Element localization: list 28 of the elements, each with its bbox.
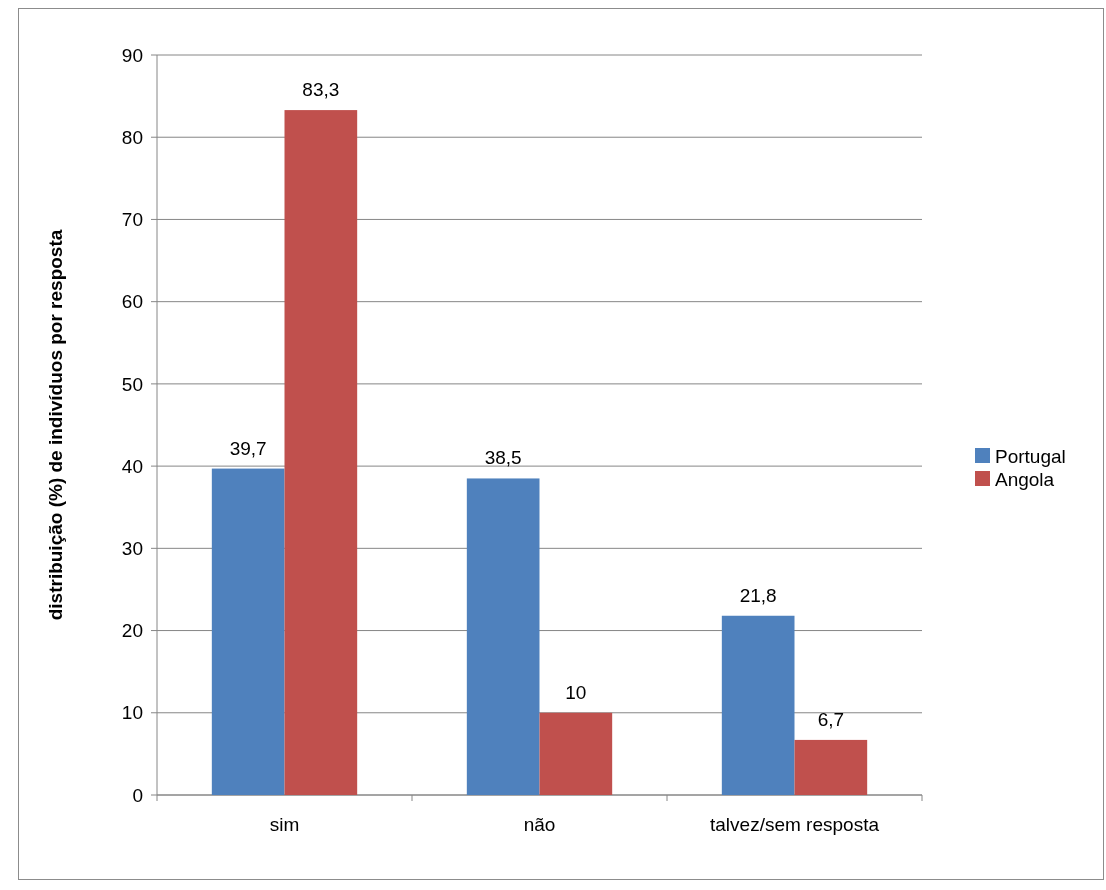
bar: [466, 478, 540, 795]
legend-label: Portugal: [995, 445, 1066, 467]
y-tick-label: 60: [121, 291, 143, 313]
y-tick-label: 20: [121, 620, 143, 642]
x-tick-label: sim: [269, 814, 300, 835]
bar: [211, 468, 285, 795]
y-tick-label: 80: [121, 126, 143, 148]
y-tick-label: 40: [121, 455, 143, 477]
y-tick-label: 10: [121, 702, 143, 724]
bar: [539, 712, 613, 795]
data-label: 39,7: [229, 437, 267, 459]
y-tick-label: 70: [121, 209, 143, 231]
data-label: 10: [565, 681, 587, 703]
y-tick-label: 30: [121, 537, 143, 559]
y-axis-title: distribuição (%) de indivíduos por resposta: [45, 229, 66, 621]
data-label: 6,7: [817, 708, 845, 730]
bar: [794, 739, 868, 795]
legend-label: Angola: [995, 468, 1055, 490]
bar: [721, 615, 795, 795]
data-label: 83,3: [302, 79, 340, 101]
data-label: 21,8: [739, 584, 777, 606]
y-tick-label: 50: [121, 373, 143, 395]
bar: [284, 110, 358, 795]
y-tick-label: 0: [132, 784, 143, 806]
data-label: 38,5: [484, 447, 522, 469]
y-tick-label: 90: [121, 44, 143, 66]
x-tick-label: talvez/sem resposta: [710, 814, 880, 835]
x-tick-label: não: [523, 814, 556, 835]
